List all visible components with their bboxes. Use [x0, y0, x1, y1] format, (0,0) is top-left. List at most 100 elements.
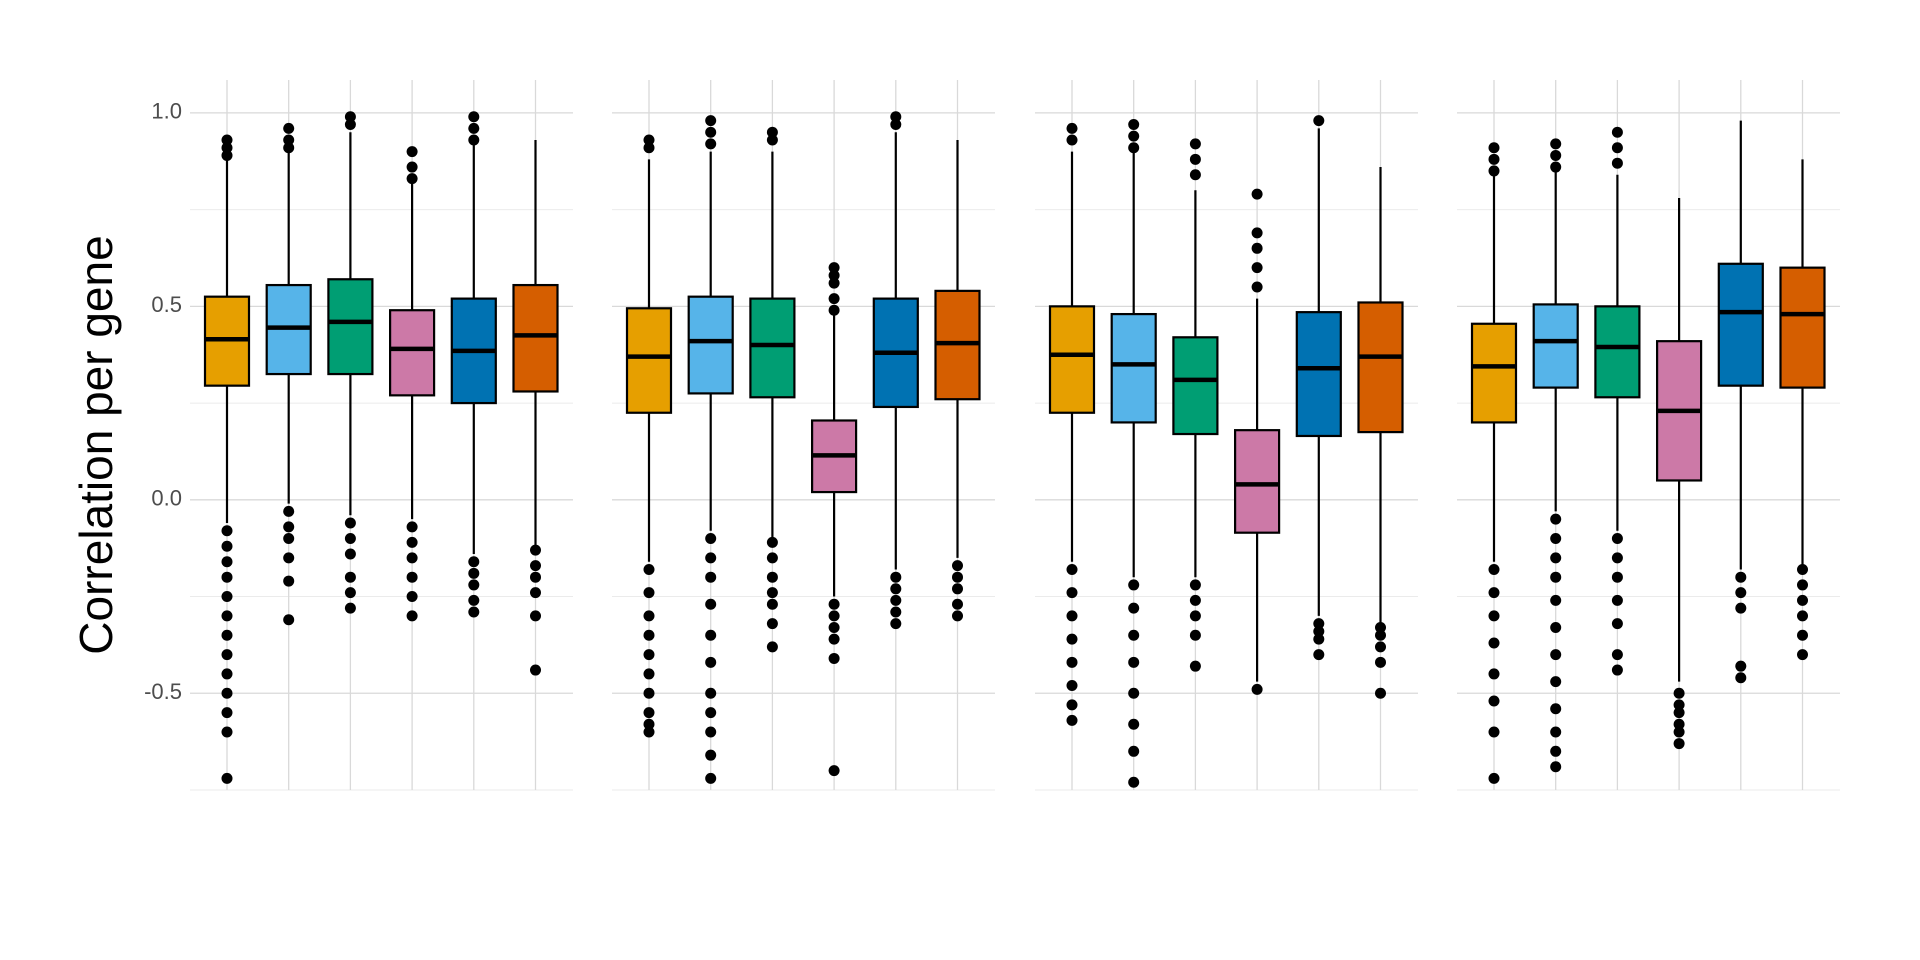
outlier	[643, 587, 655, 599]
outlier	[1735, 571, 1747, 583]
outlier	[530, 664, 541, 676]
outlier	[643, 668, 655, 680]
outlier	[1611, 618, 1623, 630]
outlier	[828, 277, 840, 289]
outlier	[890, 618, 902, 630]
outlier	[1375, 621, 1386, 633]
outlier	[468, 594, 480, 606]
outlier	[283, 142, 295, 154]
outlier	[828, 269, 840, 281]
outlier	[1189, 629, 1201, 641]
outlier	[1488, 772, 1500, 784]
outlier	[1550, 726, 1562, 738]
outlier	[1313, 625, 1325, 637]
outlier	[1189, 138, 1201, 150]
outlier	[1797, 649, 1808, 661]
y-tick-label: 0.0	[151, 486, 182, 511]
outlier	[468, 111, 480, 123]
outlier	[766, 618, 778, 630]
outlier	[1488, 587, 1500, 599]
outlier	[1066, 714, 1078, 726]
outlier	[1488, 668, 1500, 680]
outlier	[1189, 169, 1201, 181]
outlier	[1797, 610, 1808, 622]
outlier	[221, 726, 233, 738]
outlier	[1128, 687, 1140, 699]
box	[1357, 301, 1404, 434]
outlier	[1550, 703, 1562, 715]
y-axis-label: Correlation per gene	[70, 235, 122, 654]
outlier	[1797, 594, 1808, 606]
outlier	[1673, 718, 1685, 730]
outlier	[643, 687, 655, 699]
outlier	[1550, 761, 1562, 773]
outlier	[468, 567, 480, 579]
outlier	[468, 606, 480, 618]
outlier	[890, 571, 902, 583]
box	[1470, 322, 1518, 424]
outlier	[1375, 629, 1386, 641]
outlier	[468, 579, 480, 591]
outlier	[1189, 594, 1201, 606]
outlier	[1550, 533, 1562, 545]
outlier	[1611, 157, 1623, 169]
outlier	[344, 571, 356, 583]
outlier	[344, 602, 356, 614]
outlier	[1251, 683, 1263, 695]
outlier	[344, 548, 356, 560]
outlier	[221, 687, 233, 699]
outlier	[283, 134, 295, 146]
outlier	[1550, 571, 1562, 583]
outlier	[1066, 134, 1078, 146]
outlier	[952, 571, 963, 583]
outlier	[468, 134, 480, 146]
box	[1233, 429, 1281, 534]
outlier	[221, 142, 233, 154]
outlier	[283, 521, 295, 533]
outlier	[890, 111, 902, 123]
outlier	[952, 610, 963, 622]
outlier	[1128, 118, 1140, 130]
outlier	[1611, 664, 1623, 676]
outlier	[1550, 513, 1562, 525]
outlier	[221, 525, 233, 537]
outlier	[1550, 594, 1562, 606]
outlier	[1488, 695, 1500, 707]
outlier	[283, 614, 295, 626]
outlier	[1313, 633, 1325, 645]
outlier	[643, 142, 655, 154]
outlier	[221, 591, 233, 603]
box	[327, 278, 374, 376]
outlier	[643, 134, 655, 146]
outlier	[643, 629, 655, 641]
outlier	[705, 533, 717, 545]
outlier	[705, 552, 717, 564]
outlier	[643, 563, 655, 575]
outlier	[221, 649, 233, 661]
outlier	[705, 571, 717, 583]
outlier	[705, 598, 717, 610]
outlier	[766, 587, 778, 599]
outlier	[283, 505, 295, 517]
outlier	[1251, 188, 1263, 200]
outlier	[1550, 138, 1562, 150]
outlier	[1128, 776, 1140, 788]
box	[1717, 262, 1764, 387]
outlier	[1673, 687, 1685, 699]
y-tick-label: 1.0	[151, 99, 182, 124]
outlier	[1550, 621, 1562, 633]
outlier	[1313, 618, 1325, 630]
outlier	[643, 649, 655, 661]
outlier	[1550, 676, 1562, 688]
outlier	[643, 726, 655, 738]
box	[1594, 305, 1641, 399]
outlier	[1189, 579, 1201, 591]
outlier	[1550, 552, 1562, 564]
outlier	[1066, 699, 1078, 711]
outlier	[221, 610, 233, 622]
outlier	[766, 571, 778, 583]
outlier	[1550, 149, 1562, 161]
outlier	[468, 556, 480, 568]
outlier	[1128, 718, 1140, 730]
outlier	[1735, 672, 1747, 684]
